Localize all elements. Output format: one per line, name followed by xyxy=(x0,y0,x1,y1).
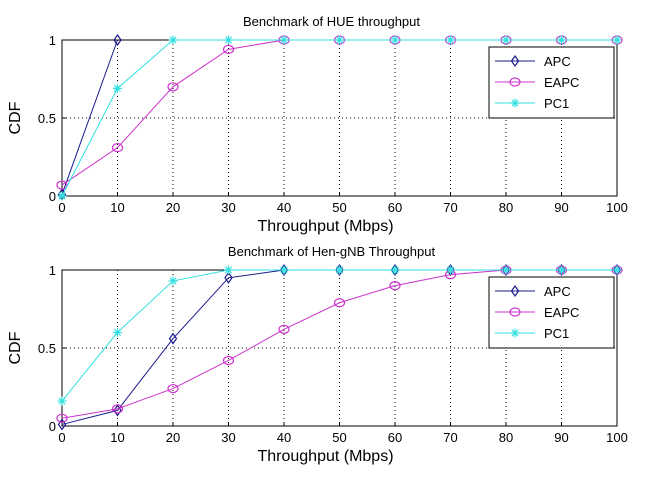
data-point xyxy=(56,413,68,423)
x-tick-label: 60 xyxy=(388,430,402,445)
subplot-1: 0 10 20 30 40 50 60 70 80 90 100 0 0.5 1 Benchmark of … xyxy=(7,14,628,235)
y-axis-label: CDF xyxy=(7,101,24,134)
data-point xyxy=(222,44,235,54)
x-tick-label: 100 xyxy=(606,430,628,445)
data-point xyxy=(446,35,455,45)
x-tick-label: 40 xyxy=(277,200,291,215)
y-tick-label: 0.5 xyxy=(38,111,56,126)
legend-marker xyxy=(509,77,521,87)
legend-marker xyxy=(510,328,520,338)
data-point xyxy=(56,180,68,190)
legend-marker xyxy=(510,54,520,68)
x-tick-label: 70 xyxy=(443,430,457,445)
legend-marker xyxy=(510,284,520,298)
series-line xyxy=(61,39,118,195)
legend-marker xyxy=(510,98,520,108)
y-tick-label: 0.5 xyxy=(38,341,56,356)
x-tick-label: 0 xyxy=(58,430,65,445)
data-point xyxy=(501,35,511,45)
y-tick-label: 1 xyxy=(49,263,56,278)
data-point xyxy=(390,265,400,275)
data-point xyxy=(167,383,179,394)
x-tick-label: 100 xyxy=(606,200,628,215)
data-point xyxy=(57,418,67,431)
data-point xyxy=(168,332,178,345)
data-point xyxy=(335,35,344,45)
legend-label: EAPC xyxy=(544,75,579,90)
subplot-2: 0 10 20 30 40 50 60 70 80 90 100 0 0.5 1 Benchmark of … xyxy=(7,244,628,465)
legend-label: PC1 xyxy=(544,96,569,111)
data-point xyxy=(224,35,233,45)
x-tick-label: 30 xyxy=(221,200,235,215)
x-tick-label: 10 xyxy=(110,430,124,445)
x-tick-label: 20 xyxy=(166,200,180,215)
y-axis-label: CDF xyxy=(7,331,24,364)
x-tick-label: 20 xyxy=(166,430,180,445)
x-axis-label: Throughput (Mbps) xyxy=(257,448,393,465)
x-tick-label: 50 xyxy=(332,430,346,445)
data-point xyxy=(612,35,622,45)
x-tick-label: 60 xyxy=(388,200,402,215)
chart-title: Benchmark of HUE throughput xyxy=(243,14,420,29)
legend-label: APC xyxy=(544,54,571,69)
data-point xyxy=(168,35,178,45)
data-point xyxy=(224,265,233,275)
legend-label: PC1 xyxy=(544,326,569,341)
data-point xyxy=(557,35,566,45)
data-point xyxy=(57,191,67,201)
legend: APC EAPC PC1 xyxy=(488,46,615,119)
series-pc1 xyxy=(57,35,622,201)
x-axis-label: Throughput (Mbps) xyxy=(257,218,393,235)
x-tick-label: 10 xyxy=(110,200,124,215)
x-tick-label: 30 xyxy=(221,430,235,445)
x-tick-label: 0 xyxy=(58,200,65,215)
x-tick-label: 90 xyxy=(554,430,568,445)
data-point xyxy=(113,83,122,93)
data-point xyxy=(113,33,122,47)
data-point xyxy=(113,327,122,337)
chart-title: Benchmark of Hen-gNB Throughput xyxy=(228,244,436,259)
data-point xyxy=(167,82,179,92)
x-tick-label: 80 xyxy=(499,200,513,215)
data-point xyxy=(278,324,290,334)
y-tick-label: 0 xyxy=(49,189,56,204)
data-point xyxy=(279,265,289,275)
data-point xyxy=(111,404,124,414)
legend-label: APC xyxy=(544,284,571,299)
data-point xyxy=(612,265,622,275)
data-point xyxy=(57,396,67,406)
data-point xyxy=(222,355,235,366)
x-tick-label: 40 xyxy=(277,430,291,445)
x-tick-label: 80 xyxy=(499,430,513,445)
series-pc1 xyxy=(57,265,622,406)
y-tick-label: 1 xyxy=(49,33,56,48)
legend-label: EAPC xyxy=(544,305,579,320)
x-tick-label: 90 xyxy=(554,200,568,215)
data-point xyxy=(333,298,346,308)
x-tick-label: 70 xyxy=(443,200,457,215)
data-point xyxy=(446,265,455,275)
y-tick-label: 0 xyxy=(49,419,56,434)
data-point xyxy=(224,271,233,284)
data-point xyxy=(335,265,344,275)
legend: APC EAPC PC1 xyxy=(488,276,615,349)
data-point xyxy=(389,281,401,291)
x-tick-label: 50 xyxy=(332,200,346,215)
data-point xyxy=(279,35,289,45)
data-point xyxy=(501,265,511,275)
data-point xyxy=(557,265,566,275)
legend-marker xyxy=(509,307,521,317)
data-point xyxy=(390,35,400,45)
data-point xyxy=(168,276,178,286)
data-point xyxy=(111,143,124,153)
